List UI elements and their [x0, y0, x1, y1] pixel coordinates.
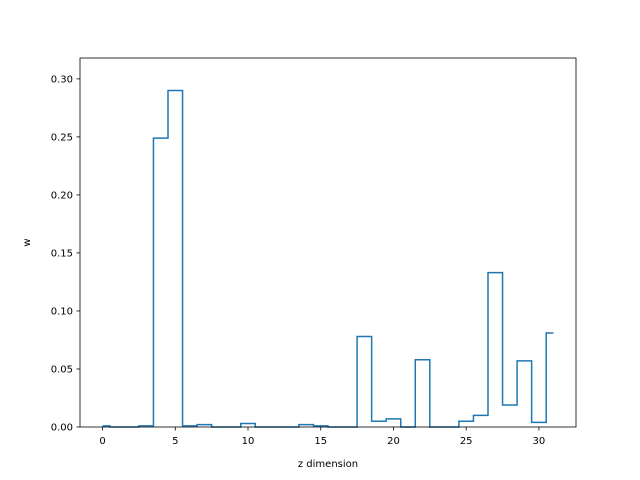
x-tick-label: 5 — [172, 436, 178, 447]
x-tick-label: 10 — [242, 436, 255, 447]
y-tick-label: 0.25 — [51, 132, 73, 143]
x-axis-label: z dimension — [298, 459, 358, 470]
x-tick-label: 30 — [533, 436, 546, 447]
x-tick-label: 25 — [460, 436, 473, 447]
y-axis-label: w — [22, 238, 33, 246]
x-tick-label: 0 — [99, 436, 105, 447]
y-tick-label: 0.30 — [51, 74, 73, 85]
y-tick-label: 0.00 — [51, 423, 73, 434]
axes-frame — [79, 57, 577, 428]
x-tick-label: 20 — [387, 436, 400, 447]
y-tick-label: 0.05 — [51, 364, 73, 375]
x-tick-label: 15 — [314, 436, 327, 447]
y-tick-label: 0.20 — [51, 190, 73, 201]
y-tick-label: 0.10 — [51, 306, 73, 317]
axes: 0 5 10 15 20 25 30 0.00 0.05 0.10 0.15 0.20 0.25 0.30 — [51, 57, 577, 447]
y-tick-label: 0.15 — [51, 248, 73, 259]
